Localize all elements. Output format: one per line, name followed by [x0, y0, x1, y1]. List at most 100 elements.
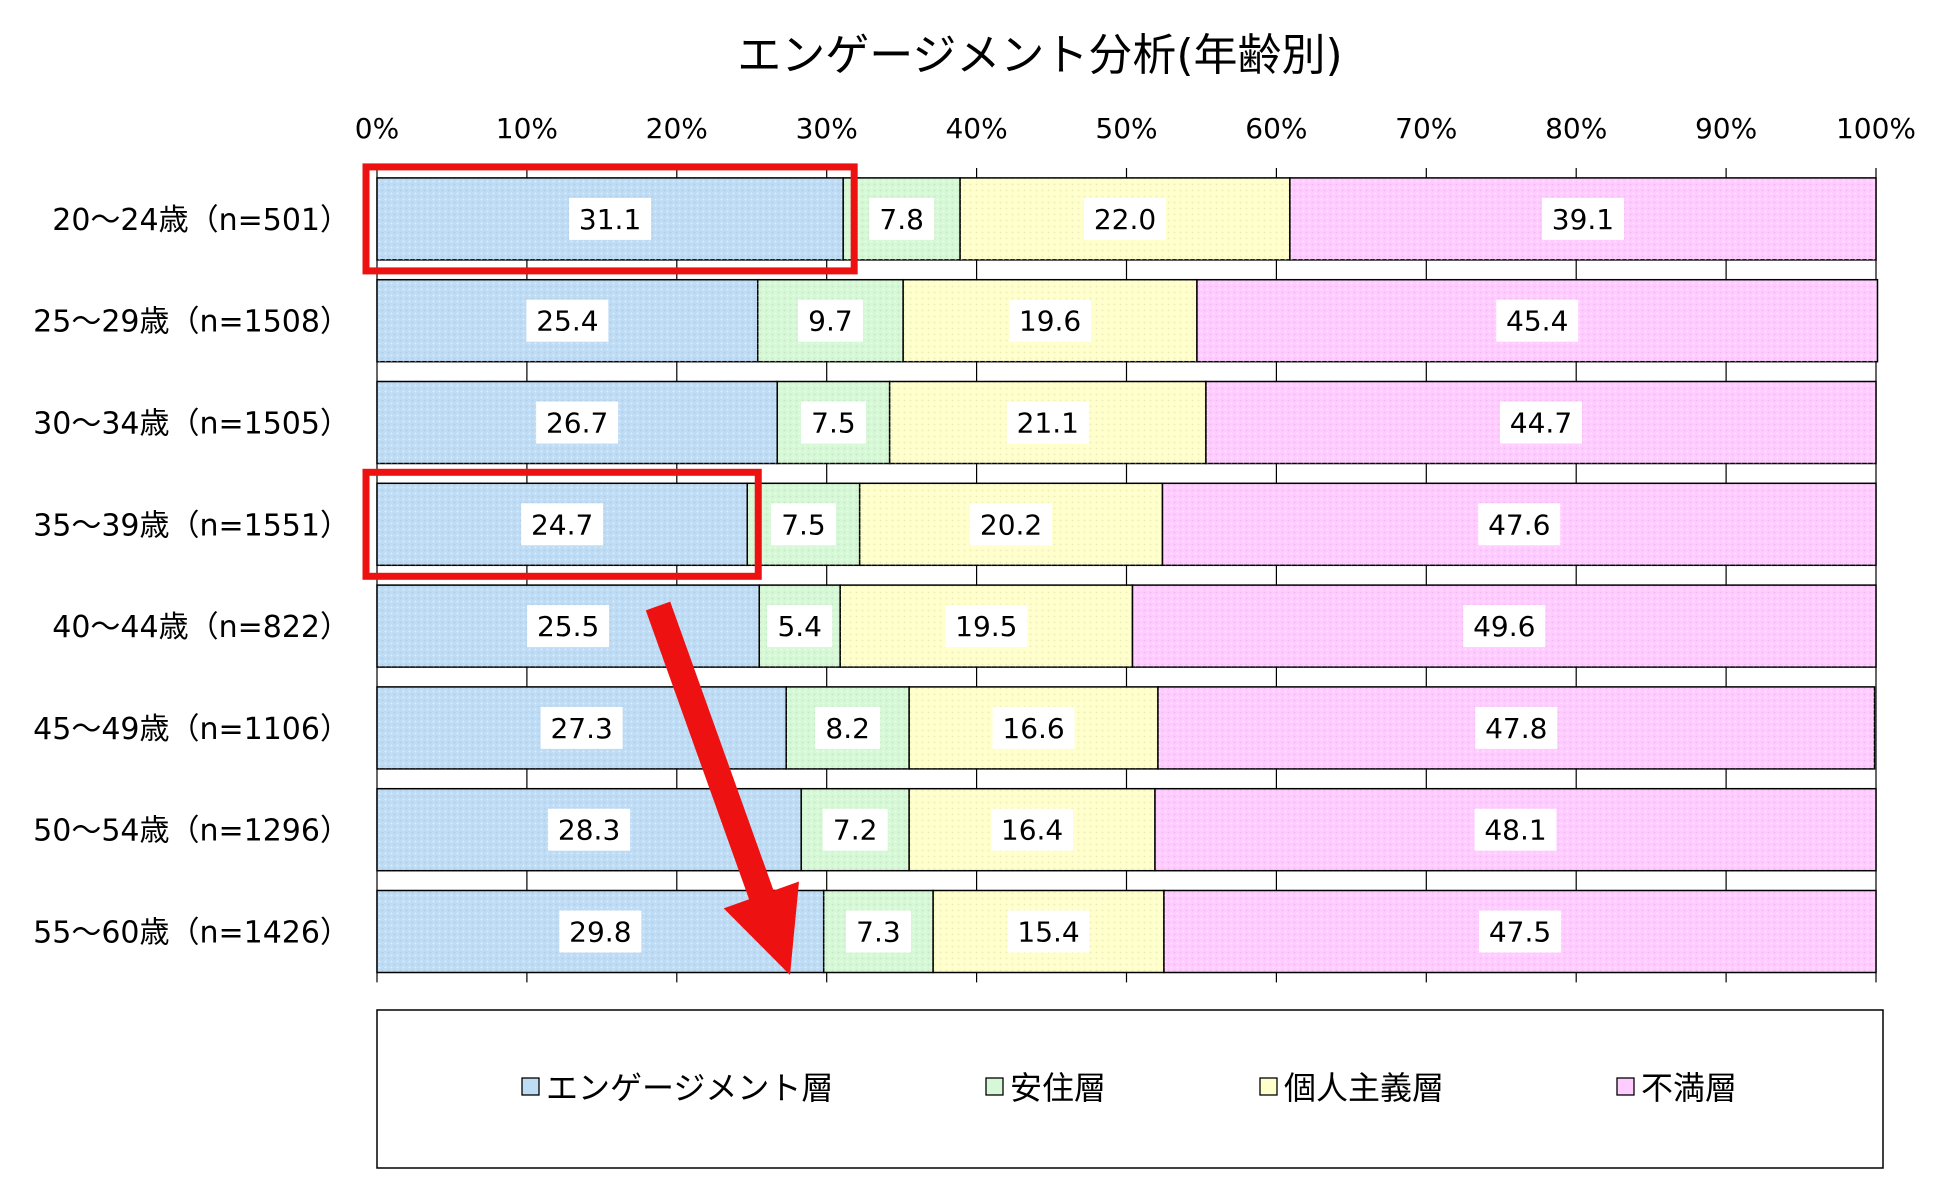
- data-label-bg: [548, 808, 631, 851]
- category-label: 50～54歳（n=1296）: [33, 814, 350, 849]
- x-tick-label: 70%: [1395, 112, 1457, 145]
- data-label: 24.7: [531, 508, 593, 541]
- data-label-bg: [569, 197, 652, 240]
- data-label: 28.3: [558, 814, 620, 847]
- data-label: 47.6: [1488, 508, 1550, 541]
- x-tick-label: 60%: [1245, 112, 1307, 145]
- data-label: 9.7: [808, 305, 853, 338]
- data-label-bg: [822, 808, 888, 851]
- data-label: 16.4: [1001, 814, 1063, 847]
- data-label: 29.8: [569, 916, 631, 949]
- category-label: 25～29歳（n=1508）: [33, 305, 350, 340]
- legend-swatch: [1259, 1077, 1278, 1096]
- data-label: 19.6: [1019, 305, 1081, 338]
- data-label: 48.1: [1484, 814, 1546, 847]
- data-label: 39.1: [1552, 203, 1614, 236]
- x-tick-label: 100%: [1836, 112, 1916, 145]
- data-label-bg: [526, 299, 609, 342]
- x-axis-ticks: 0% 10% 20% 30% 40% 50% 60% 70% 80% 90% 100%: [355, 112, 1916, 145]
- data-label-bg: [536, 401, 619, 444]
- data-label-bg: [1478, 503, 1561, 546]
- x-tick-label: 40%: [945, 112, 1007, 145]
- annotations: [362, 163, 858, 975]
- x-tick-label: 30%: [796, 112, 858, 145]
- data-label-bg: [1007, 910, 1090, 953]
- data-label-bg: [945, 605, 1028, 648]
- data-label: 26.7: [546, 407, 608, 440]
- x-tick-label: 10%: [496, 112, 558, 145]
- legend-label: エンゲージメント層: [546, 1069, 833, 1107]
- data-label: 16.6: [1002, 712, 1064, 745]
- category-label: 30～34歳（n=1505）: [33, 407, 350, 442]
- data-label-bg: [1496, 299, 1579, 342]
- highlight-box: [362, 163, 858, 275]
- x-tick-label: 0%: [355, 112, 399, 145]
- x-tick-label: 80%: [1545, 112, 1607, 145]
- data-label-bg: [845, 910, 911, 953]
- data-label: 21.1: [1017, 407, 1079, 440]
- data-label: 7.5: [811, 407, 856, 440]
- data-label: 22.0: [1094, 203, 1156, 236]
- data-label: 27.3: [550, 712, 612, 745]
- data-label-bg: [540, 706, 623, 749]
- data-label-bg: [521, 503, 604, 546]
- category-label: 45～49歳（n=1106）: [33, 712, 350, 747]
- data-label: 44.7: [1510, 407, 1572, 440]
- data-label-bg: [1541, 197, 1624, 240]
- data-label-bg: [992, 706, 1075, 749]
- x-tick-label: 50%: [1095, 112, 1157, 145]
- data-label: 20.2: [980, 508, 1042, 541]
- data-label-bg: [767, 605, 833, 648]
- trend-arrow: [645, 601, 799, 975]
- data-label: 49.6: [1473, 610, 1535, 643]
- data-label-bg: [800, 401, 866, 444]
- category-label: 40～44歳（n=822）: [52, 610, 350, 645]
- category-labels: 20～24歳（n=501） 25～29歳（n=1508） 30～34歳（n=1505…: [33, 203, 350, 951]
- highlight-box: [362, 468, 762, 580]
- data-label: 8.2: [825, 712, 870, 745]
- data-label: 7.3: [856, 916, 901, 949]
- category-label: 35～39歳（n=1551）: [33, 508, 350, 543]
- legend-label: 個人主義層: [1284, 1069, 1444, 1107]
- data-label-bg: [1475, 706, 1558, 749]
- legend-label: 不満層: [1641, 1069, 1737, 1107]
- data-label-bg: [1009, 299, 1092, 342]
- legend-swatch: [985, 1077, 1004, 1096]
- data-label-bg: [1463, 605, 1546, 648]
- data-label: 7.2: [833, 814, 878, 847]
- data-label-bg: [559, 910, 642, 953]
- data-label-bg: [797, 299, 863, 342]
- data-label-bg: [815, 706, 881, 749]
- legend: エンゲージメント層 安住層 個人主義層 不満層: [376, 1009, 1884, 1169]
- data-label-bg: [1478, 910, 1561, 953]
- data-label-bg: [527, 605, 610, 648]
- data-label: 19.5: [955, 610, 1017, 643]
- data-label: 15.4: [1017, 916, 1079, 949]
- legend-swatch: [1616, 1077, 1635, 1096]
- legend-label: 安住層: [1010, 1069, 1106, 1107]
- data-label: 31.1: [579, 203, 641, 236]
- data-label-bg: [991, 808, 1074, 851]
- data-label: 25.4: [536, 305, 598, 338]
- data-label: 47.5: [1489, 916, 1551, 949]
- data-label: 7.8: [879, 203, 924, 236]
- data-label: 7.5: [781, 508, 826, 541]
- data-label: 47.8: [1485, 712, 1547, 745]
- chart-title: エンゲージメント分析(年齢別): [737, 30, 1342, 81]
- data-label-bg: [1474, 808, 1557, 851]
- data-label-bg: [970, 503, 1053, 546]
- data-label-bg: [1006, 401, 1089, 444]
- legend-swatch: [521, 1077, 540, 1096]
- data-label-bg: [770, 503, 836, 546]
- data-label: 45.4: [1506, 305, 1568, 338]
- data-label-bg: [869, 197, 935, 240]
- data-label-bg: [1084, 197, 1167, 240]
- x-tick-label: 20%: [646, 112, 708, 145]
- x-tick-label: 90%: [1695, 112, 1757, 145]
- data-label-bg: [1499, 401, 1582, 444]
- data-label: 25.5: [537, 610, 599, 643]
- data-label: 5.4: [777, 610, 822, 643]
- category-label: 20～24歳（n=501）: [52, 203, 350, 238]
- category-label: 55～60歳（n=1426）: [33, 916, 350, 951]
